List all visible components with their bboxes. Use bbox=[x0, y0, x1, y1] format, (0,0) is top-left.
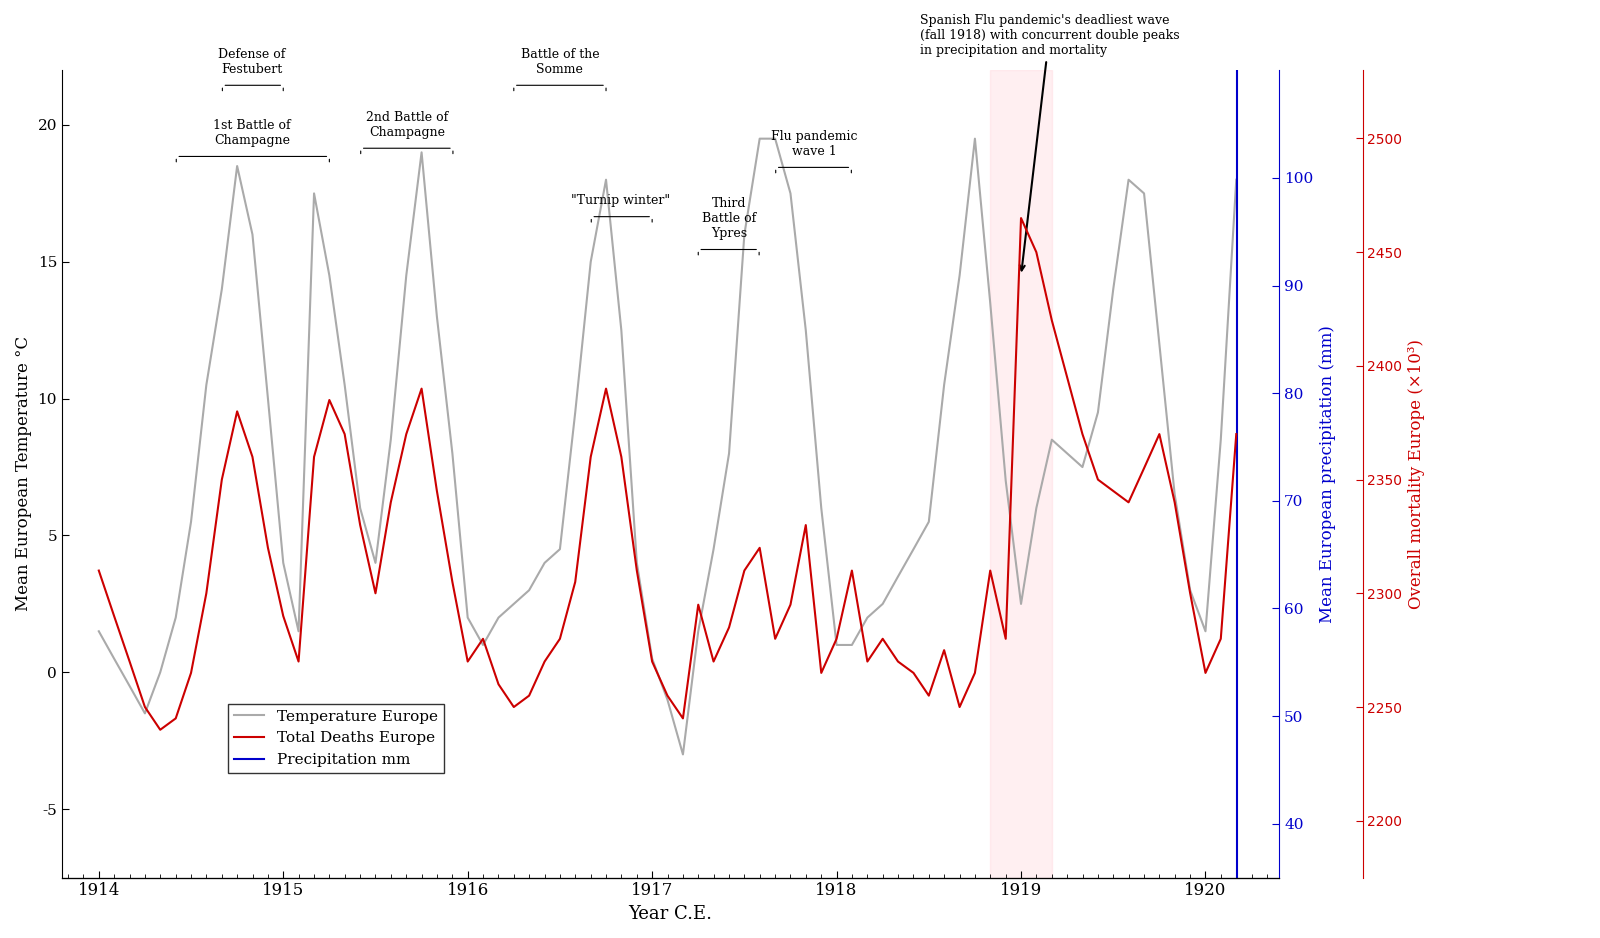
Text: "Turnip winter": "Turnip winter" bbox=[571, 194, 670, 207]
Bar bbox=[990, 70, 1053, 878]
Text: Flu pandemic
wave 1: Flu pandemic wave 1 bbox=[771, 129, 858, 158]
Text: Spanish Flu pandemic's deadliest wave
(fall 1918) with concurrent double peaks
i: Spanish Flu pandemic's deadliest wave (f… bbox=[920, 13, 1179, 270]
Y-axis label: Mean European Temperature °C: Mean European Temperature °C bbox=[14, 337, 32, 612]
Text: Third
Battle of
Ypres: Third Battle of Ypres bbox=[702, 197, 757, 240]
Legend: Temperature Europe, Total Deaths Europe, Precipitation mm: Temperature Europe, Total Deaths Europe,… bbox=[227, 704, 443, 773]
Y-axis label: Mean European precipitation (mm): Mean European precipitation (mm) bbox=[1318, 325, 1336, 623]
Text: Battle of the
Somme: Battle of the Somme bbox=[520, 48, 600, 76]
Y-axis label: Overall mortality Europe (×10³): Overall mortality Europe (×10³) bbox=[1408, 339, 1426, 609]
Text: Defense of
Festubert: Defense of Festubert bbox=[218, 48, 285, 76]
Text: 2nd Battle of
Champagne: 2nd Battle of Champagne bbox=[366, 111, 448, 139]
Text: 1st Battle of
Champagne: 1st Battle of Champagne bbox=[213, 119, 291, 147]
X-axis label: Year C.E.: Year C.E. bbox=[629, 905, 712, 923]
